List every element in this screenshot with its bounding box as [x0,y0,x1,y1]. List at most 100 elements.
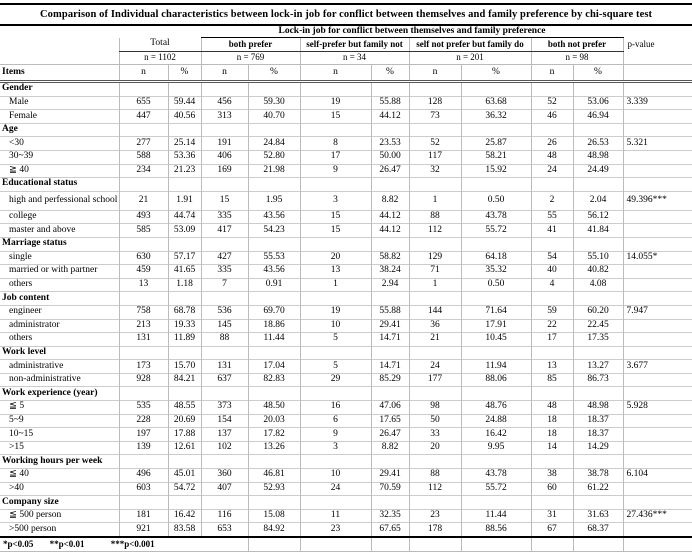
empty-cell [119,25,201,38]
empty-cell [530,454,573,469]
cell-pct: 18.37 [572,427,623,442]
col-pct-header: % [167,64,201,83]
cell-pct: 53.36 [167,149,201,165]
empty-cell [370,345,409,360]
cell-pct: 44.12 [370,209,409,224]
empty-cell [247,345,300,360]
cell-pct: 48.76 [460,400,531,415]
empty-cell [572,454,623,469]
empty-cell [200,177,248,192]
cell-pvalue [622,163,692,178]
cell-n: 373 [200,400,248,415]
cell-pct: 45.01 [167,468,201,483]
cell-pct: 15.70 [167,359,201,374]
empty-cell [200,454,248,469]
cell-n: 13 [118,277,168,292]
cell-n: 55 [530,209,573,224]
cell-pvalue [622,522,692,537]
cell-pct: 0.50 [460,277,531,292]
data-row: college 493 44.74 335 43.56 15 44.12 88 43.78 55 5… [0,209,692,224]
cell-n: 54 [530,250,573,265]
empty-cell [247,177,300,192]
cell-pct: 44.12 [370,109,409,124]
category-row: Work level [0,345,692,360]
category-row: Educational status [0,177,692,192]
cell-pct: 55.72 [460,481,531,496]
empty-cell [622,454,692,469]
cell-pvalue [622,318,692,333]
cell-n: 32 [408,163,461,178]
cell-pct: 36.32 [460,109,531,124]
empty-cell [167,177,201,192]
cell-n: 3 [299,190,371,211]
cell-pct: 35.32 [460,264,531,279]
cell-n: 24 [408,359,461,374]
cell-pct: 56.12 [572,209,623,224]
empty-cell [370,291,409,306]
cell-n: 36 [408,318,461,333]
cell-n: 1 [408,190,461,211]
cell-pct: 15.08 [247,508,300,523]
cell-pct: 24.84 [247,136,300,151]
empty-cell [622,386,692,401]
cell-n: 1 [408,277,461,292]
cell-pct: 48.98 [572,400,623,415]
empty-cell [370,454,409,469]
cell-pct: 9.95 [460,440,531,455]
cell-n: 52 [530,95,573,110]
cell-n: 154 [200,413,248,428]
cell-pct: 86.73 [572,372,623,387]
lockin-span-row: Lock-in job for conflict between themsel… [0,25,692,38]
cell-n: 137 [200,427,248,442]
empty-cell [460,122,531,137]
empty-cell [167,236,201,252]
empty-cell [572,177,623,192]
empty-cell [530,291,573,306]
category-row: Marriage status [0,236,692,252]
cell-pct: 83.58 [167,522,201,537]
category-label: Gender [0,81,119,97]
cell-pct: 17.65 [370,413,409,428]
cell-pct: 2.94 [370,277,409,292]
cell-pct: 52.80 [247,149,300,165]
cell-n: 73 [408,109,461,124]
empty-cell [530,345,573,360]
empty-cell [247,122,300,137]
category-label: Marriage status [0,236,119,252]
n-both-not-prefer: n = 98 [530,51,623,65]
cell-n: 117 [408,149,461,165]
empty-cell [572,236,623,252]
cell-n: 191 [200,136,248,151]
row-label: single [0,250,119,265]
data-row: ≦ 40 496 45.01 360 46.81 10 29.41 88 43.78 38 38.7… [0,468,692,483]
empty-cell [622,291,692,306]
cell-pct: 16.42 [460,427,531,442]
cell-n: 131 [118,332,168,347]
cell-n: 139 [118,440,168,455]
cell-pct: 17.04 [247,359,300,374]
cell-pct: 43.56 [247,264,300,279]
cell-pct: 88.06 [460,372,531,387]
row-label: >40 [0,481,119,496]
cell-n: 921 [118,522,168,537]
data-row: others 13 1.18 7 0.91 1 2.94 1 0.50 4 4.08 [0,277,692,292]
cell-pct: 24.88 [460,413,531,428]
col-pct-header: % [247,64,300,83]
row-label: ≧ 40 [0,163,119,178]
empty-cell [0,51,119,65]
sample-size-row: n = 1102 n = 769 n = 34 n = 201 n = 98 [0,51,692,65]
empty-cell [408,291,461,306]
empty-cell [460,386,531,401]
cell-n: 19 [299,304,371,319]
cell-pct: 82.83 [247,372,300,387]
cell-n: 33 [408,427,461,442]
cell-n: 603 [118,481,168,496]
empty-cell [408,236,461,252]
cell-pct: 60.20 [572,304,623,319]
empty-cell [622,81,692,97]
cell-n: 71 [408,264,461,279]
cell-n: 2 [530,190,573,211]
cell-n: 15 [299,209,371,224]
cell-pct: 19.33 [167,318,201,333]
cell-n: 228 [118,413,168,428]
